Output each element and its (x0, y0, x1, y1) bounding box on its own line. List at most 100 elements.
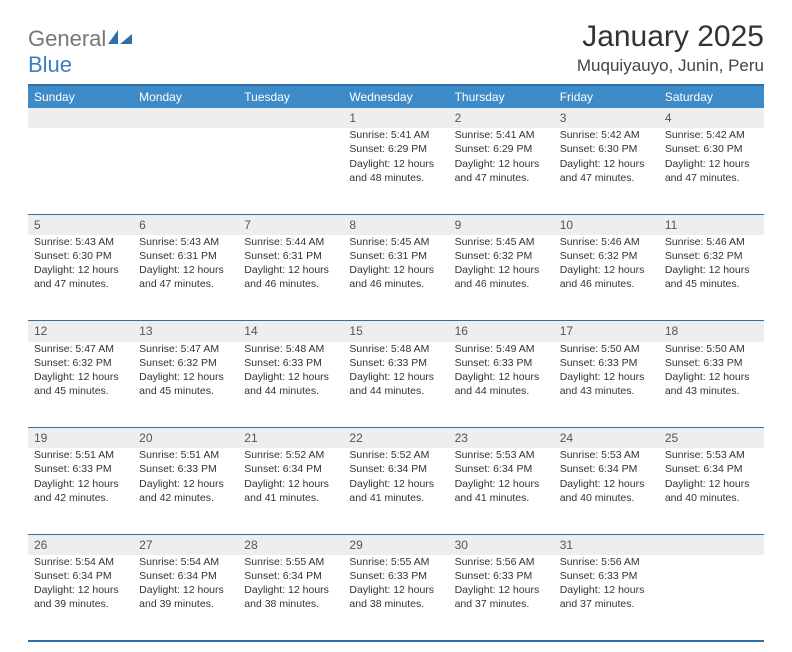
daylight-line: Daylight: 12 hours (244, 370, 337, 384)
daylight-line-2: and 47 minutes. (34, 277, 127, 291)
week-row: Sunrise: 5:41 AM Sunset: 6:29 PM Daylight:… (28, 128, 764, 214)
daylight-line: Daylight: 12 hours (665, 157, 758, 171)
day-cell: Sunrise: 5:45 AMSunset: 6:31 PMDaylight:… (343, 235, 448, 321)
sunset-line: Sunset: 6:34 PM (665, 462, 758, 476)
day-number: 10 (554, 214, 659, 235)
sunset-line: Sunset: 6:31 PM (139, 249, 232, 263)
daylight-line-2: and 37 minutes. (560, 597, 653, 611)
sunrise-line: Sunrise: 5:52 AM (244, 448, 337, 462)
daylight-line: Daylight: 12 hours (349, 263, 442, 277)
sunrise-line: Sunrise: 5:47 AM (139, 342, 232, 356)
day-cell: Sunrise: 5:51 AMSunset: 6:33 PMDaylight:… (28, 448, 133, 534)
daylight-line: Daylight: 12 hours (560, 263, 653, 277)
sunrise-line: Sunrise: 5:42 AM (665, 128, 758, 142)
day-number: 26 (28, 534, 133, 555)
daylight-line-2: and 47 minutes. (139, 277, 232, 291)
week-row: Sunrise: 5:43 AMSunset: 6:30 PMDaylight:… (28, 235, 764, 321)
daylight-line-2: and 47 minutes. (665, 171, 758, 185)
day-number: 7 (238, 214, 343, 235)
sunrise-line: Sunrise: 5:41 AM (455, 128, 548, 142)
sunset-line: Sunset: 6:34 PM (349, 462, 442, 476)
daylight-line: Daylight: 12 hours (455, 477, 548, 491)
daylight-line: Daylight: 12 hours (665, 477, 758, 491)
daylight-line-2: and 38 minutes. (244, 597, 337, 611)
daylight-line-2: and 42 minutes. (139, 491, 232, 505)
sunrise-line: Sunrise: 5:43 AM (34, 235, 127, 249)
day-number: 18 (659, 321, 764, 342)
day-number: 13 (133, 321, 238, 342)
daylight-line: Daylight: 12 hours (139, 263, 232, 277)
day-cell: Sunrise: 5:53 AMSunset: 6:34 PMDaylight:… (659, 448, 764, 534)
sunrise-line: Sunrise: 5:42 AM (560, 128, 653, 142)
daylight-line-2: and 45 minutes. (665, 277, 758, 291)
day-number: 3 (554, 108, 659, 128)
sunset-line: Sunset: 6:34 PM (455, 462, 548, 476)
daylight-line: Daylight: 12 hours (139, 477, 232, 491)
sunset-line: Sunset: 6:29 PM (349, 142, 442, 156)
day-header: Monday (133, 85, 238, 108)
day-cell: Sunrise: 5:47 AMSunset: 6:32 PMDaylight:… (28, 342, 133, 428)
sunrise-line: Sunrise: 5:43 AM (139, 235, 232, 249)
sunset-line: Sunset: 6:33 PM (139, 462, 232, 476)
sunset-line: Sunset: 6:34 PM (244, 462, 337, 476)
daylight-line-2: and 40 minutes. (665, 491, 758, 505)
sunset-line: Sunset: 6:34 PM (244, 569, 337, 583)
sunset-line: Sunset: 6:33 PM (560, 356, 653, 370)
daylight-line-2: and 39 minutes. (34, 597, 127, 611)
sunrise-line: Sunrise: 5:54 AM (34, 555, 127, 569)
sunrise-line: Sunrise: 5:45 AM (349, 235, 442, 249)
day-header: Thursday (449, 85, 554, 108)
daylight-line-2: and 48 minutes. (349, 171, 442, 185)
daylight-line-2: and 41 minutes. (349, 491, 442, 505)
day-cell: Sunrise: 5:44 AMSunset: 6:31 PMDaylight:… (238, 235, 343, 321)
day-cell: Sunrise: 5:42 AMSunset: 6:30 PMDaylight:… (659, 128, 764, 214)
sunrise-line: Sunrise: 5:53 AM (455, 448, 548, 462)
day-number: 6 (133, 214, 238, 235)
day-cell: Sunrise: 5:41 AMSunset: 6:29 PMDaylight:… (343, 128, 448, 214)
day-cell: Sunrise: 5:56 AMSunset: 6:33 PMDaylight:… (554, 555, 659, 641)
sunrise-line: Sunrise: 5:50 AM (665, 342, 758, 356)
daylight-line: Daylight: 12 hours (34, 583, 127, 597)
day-cell: Sunrise: 5:46 AMSunset: 6:32 PMDaylight:… (659, 235, 764, 321)
day-cell: Sunrise: 5:50 AMSunset: 6:33 PMDaylight:… (554, 342, 659, 428)
sunrise-line: Sunrise: 5:51 AM (34, 448, 127, 462)
sail-icon (108, 28, 134, 46)
day-number: 12 (28, 321, 133, 342)
daylight-line: Daylight: 12 hours (455, 583, 548, 597)
daylight-line-2: and 44 minutes. (349, 384, 442, 398)
daylight-line-2: and 38 minutes. (349, 597, 442, 611)
sunrise-line: Sunrise: 5:53 AM (560, 448, 653, 462)
day-header: Saturday (659, 85, 764, 108)
daylight-line: Daylight: 12 hours (560, 157, 653, 171)
day-cell: Sunrise: 5:46 AMSunset: 6:32 PMDaylight:… (554, 235, 659, 321)
day-cell: Sunrise: 5:55 AMSunset: 6:34 PMDaylight:… (238, 555, 343, 641)
location-text: Muquiyauyo, Junin, Peru (577, 56, 764, 76)
day-cell: Sunrise: 5:56 AMSunset: 6:33 PMDaylight:… (449, 555, 554, 641)
sunset-line: Sunset: 6:30 PM (560, 142, 653, 156)
day-number: 21 (238, 428, 343, 449)
day-number (28, 108, 133, 128)
day-cell (133, 128, 238, 214)
daylight-line-2: and 41 minutes. (244, 491, 337, 505)
daylight-line-2: and 46 minutes. (244, 277, 337, 291)
sunrise-line: Sunrise: 5:50 AM (560, 342, 653, 356)
day-number: 14 (238, 321, 343, 342)
daylight-line: Daylight: 12 hours (665, 263, 758, 277)
day-header: Sunday (28, 85, 133, 108)
day-cell (659, 555, 764, 641)
day-header-row: SundayMondayTuesdayWednesdayThursdayFrid… (28, 85, 764, 108)
daylight-line-2: and 47 minutes. (560, 171, 653, 185)
day-number: 24 (554, 428, 659, 449)
daylight-line: Daylight: 12 hours (244, 477, 337, 491)
sunrise-line: Sunrise: 5:54 AM (139, 555, 232, 569)
sunrise-line: Sunrise: 5:48 AM (349, 342, 442, 356)
sunrise-line: Sunrise: 5:49 AM (455, 342, 548, 356)
daylight-line: Daylight: 12 hours (455, 263, 548, 277)
daylight-line-2: and 46 minutes. (455, 277, 548, 291)
daylight-line: Daylight: 12 hours (34, 263, 127, 277)
day-number: 8 (343, 214, 448, 235)
daynum-row: 12131415161718 (28, 321, 764, 342)
day-number: 19 (28, 428, 133, 449)
day-cell (238, 128, 343, 214)
calendar-body: 1234Sunrise: 5:41 AMSunset: 6:29 PMDayli… (28, 108, 764, 641)
